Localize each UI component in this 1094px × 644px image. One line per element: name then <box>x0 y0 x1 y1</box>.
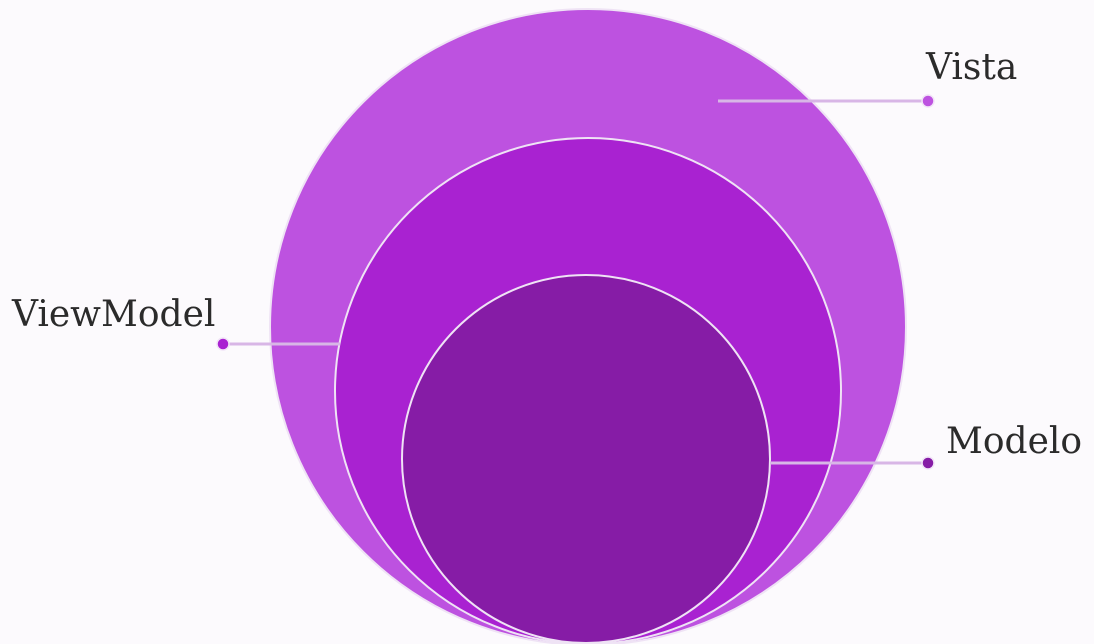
label-viewmodel: ViewModel <box>12 294 216 335</box>
label-modelo: Modelo <box>946 421 1083 462</box>
label-vista: Vista <box>926 47 1018 88</box>
connector-dot-vista <box>921 94 935 108</box>
connector-dot-viewmodel <box>216 337 230 351</box>
circle-modelo <box>401 274 771 644</box>
connector-dot-modelo <box>921 456 935 470</box>
